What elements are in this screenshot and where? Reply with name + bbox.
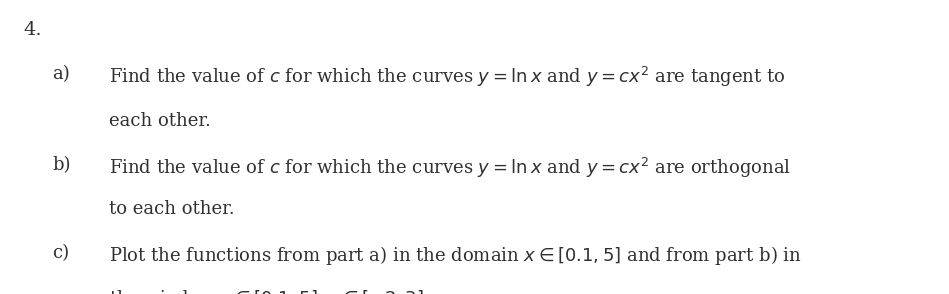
Text: to each other.: to each other. (109, 200, 234, 218)
Text: b): b) (52, 156, 70, 174)
Text: Find the value of $c$ for which the curves $y = \ln x$ and $y = cx^2$ are tangen: Find the value of $c$ for which the curv… (109, 65, 786, 89)
Text: Find the value of $c$ for which the curves $y = \ln x$ and $y = cx^2$ are orthog: Find the value of $c$ for which the curv… (109, 156, 791, 180)
Text: the window $x \in [0.1, 5]$, $y \in [-2, 3]$.: the window $x \in [0.1, 5]$, $y \in [-2,… (109, 288, 430, 294)
Text: a): a) (52, 65, 70, 83)
Text: 4.: 4. (24, 21, 43, 39)
Text: Plot the functions from part a) in the domain $x \in [0.1, 5]$ and from part b) : Plot the functions from part a) in the d… (109, 244, 802, 267)
Text: each other.: each other. (109, 112, 211, 130)
Text: c): c) (52, 244, 69, 262)
